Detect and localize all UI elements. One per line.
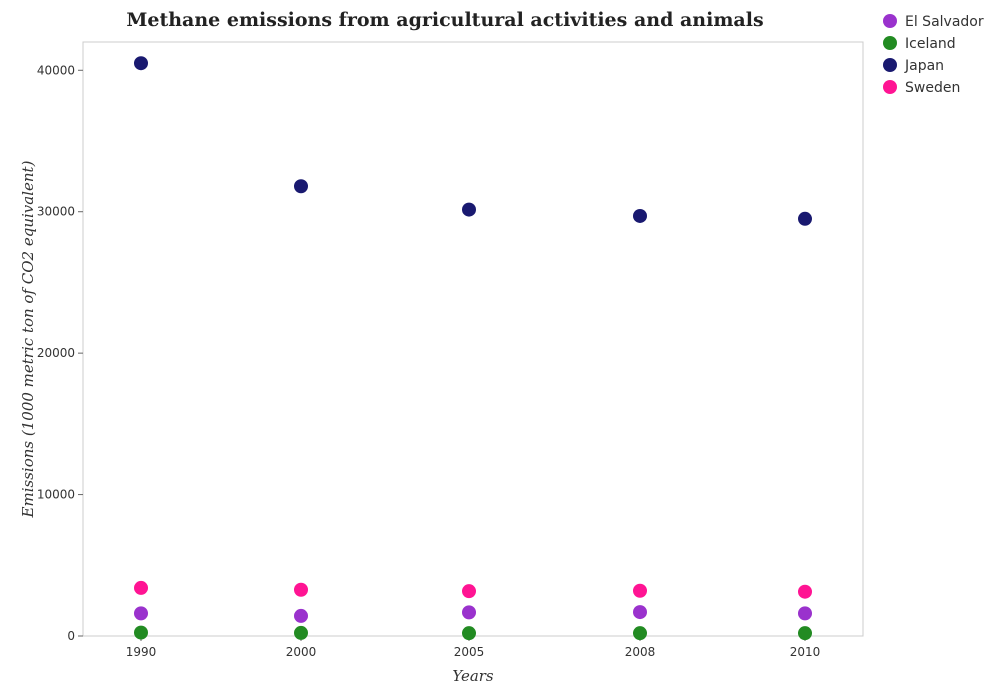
point-japan-1990 — [134, 56, 148, 71]
legend-marker-japan — [883, 58, 897, 72]
point-iceland-1990 — [134, 625, 148, 640]
x-axis: 1990 2000 2005 2008 2010 — [126, 636, 821, 659]
legend-label: Sweden — [905, 80, 960, 96]
legend-marker-el-salvador — [883, 14, 897, 28]
y-tick-label: 0 — [67, 629, 75, 643]
point-japan-2005 — [462, 202, 476, 217]
y-axis: 0 10000 20000 30000 40000 — [37, 63, 83, 643]
legend-marker-sweden — [883, 80, 897, 94]
point-sweden-2000 — [294, 582, 308, 597]
x-tick-label: 2000 — [286, 645, 317, 659]
point-el-salvador-2010 — [798, 606, 812, 621]
point-iceland-2000 — [294, 625, 308, 640]
x-tick-label: 1990 — [126, 645, 157, 659]
point-sweden-2008 — [633, 583, 647, 598]
point-iceland-2008 — [633, 626, 647, 641]
point-iceland-2010 — [798, 626, 812, 641]
legend-label: El Salvador — [905, 14, 984, 30]
legend-label: Iceland — [905, 36, 956, 52]
y-axis-title: Emissions (1000 metric ton of CO2 equiva… — [19, 160, 37, 518]
chart-title: Methane emissions from agricultural acti… — [126, 9, 763, 31]
x-tick-label: 2005 — [454, 645, 485, 659]
y-tick-label: 20000 — [37, 346, 75, 360]
y-tick-label: 10000 — [37, 488, 75, 502]
point-el-salvador-2008 — [633, 605, 647, 620]
legend-marker-iceland — [883, 36, 897, 50]
point-japan-2008 — [633, 208, 647, 223]
point-sweden-1990 — [134, 580, 148, 595]
legend: El Salvador Iceland Japan Sweden — [883, 14, 984, 96]
point-el-salvador-1990 — [134, 606, 148, 621]
legend-label: Japan — [904, 58, 944, 74]
point-japan-2000 — [294, 179, 308, 194]
point-iceland-2005 — [462, 626, 476, 641]
point-el-salvador-2000 — [294, 608, 308, 623]
x-tick-label: 2010 — [790, 645, 821, 659]
data-points — [134, 56, 812, 641]
x-axis-title: Years — [452, 667, 494, 685]
point-japan-2010 — [798, 211, 812, 226]
point-el-salvador-2005 — [462, 605, 476, 620]
point-sweden-2010 — [798, 584, 812, 599]
point-sweden-2005 — [462, 584, 476, 599]
y-tick-label: 40000 — [37, 63, 75, 77]
y-tick-label: 30000 — [37, 205, 75, 219]
x-tick-label: 2008 — [625, 645, 656, 659]
